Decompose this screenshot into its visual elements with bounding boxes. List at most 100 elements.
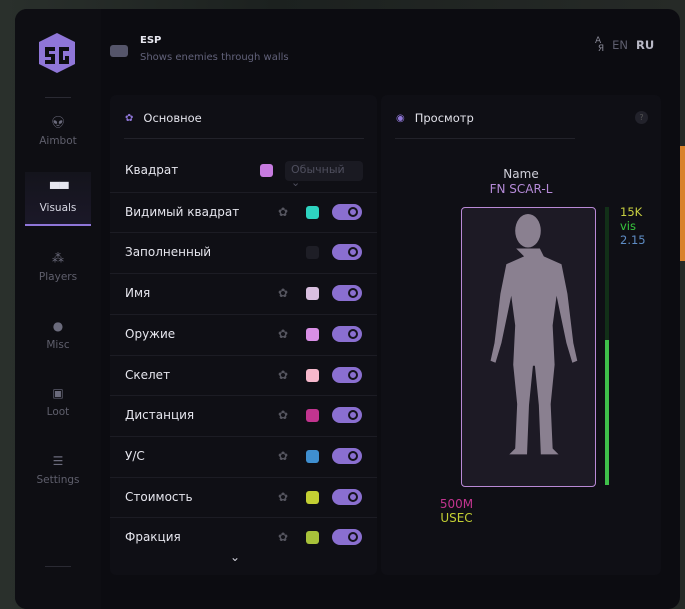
sidebar-item-label: Players xyxy=(38,271,78,283)
preview-name: Name xyxy=(503,167,539,181)
logo xyxy=(39,33,75,73)
divider xyxy=(124,138,364,139)
setting-label: Оружие xyxy=(125,326,176,341)
setting-row: Оружие ✿ xyxy=(110,313,377,354)
sidebar-item-label: Visuals xyxy=(39,202,77,214)
setting-label: Скелет xyxy=(125,367,171,382)
preview-visible: vis xyxy=(620,219,636,233)
setting-label: Квадрат xyxy=(125,163,179,177)
sidebar-item-label: Loot xyxy=(46,406,70,418)
divider xyxy=(45,97,71,98)
toolbox-icon: ▣ xyxy=(52,386,64,400)
background-element xyxy=(679,146,685,261)
color-swatch[interactable] xyxy=(260,164,273,177)
color-swatch[interactable] xyxy=(306,327,319,341)
gear-icon[interactable]: ✿ xyxy=(278,204,289,219)
gear-icon[interactable]: ✿ xyxy=(278,489,289,504)
lang-en-button[interactable]: EN xyxy=(612,38,628,52)
toggle-switch[interactable] xyxy=(332,285,362,302)
toggle-switch[interactable] xyxy=(332,529,362,546)
sidebar-item-label: Misc xyxy=(46,339,70,351)
toggle-switch[interactable] xyxy=(332,325,362,342)
color-swatch[interactable] xyxy=(306,449,319,463)
dots-icon: ● xyxy=(52,319,64,333)
feature-title: ESP xyxy=(140,35,162,46)
divider xyxy=(395,138,575,139)
toggle-switch[interactable] xyxy=(332,244,362,261)
setting-row: Дистанция ✿ xyxy=(110,395,377,435)
language-switcher: A Я EN RU xyxy=(595,36,655,54)
setting-label: Стоимость xyxy=(125,489,193,504)
preview-box xyxy=(461,207,596,487)
sidebar-item-misc[interactable]: ● Misc xyxy=(25,308,91,362)
color-swatch[interactable] xyxy=(306,531,319,545)
preview-value: 15K xyxy=(620,205,643,219)
toggle-switch[interactable] xyxy=(332,488,362,505)
panel-title: Основное xyxy=(143,111,202,125)
gear-icon[interactable]: ✿ xyxy=(278,286,289,301)
health-bar xyxy=(605,207,609,485)
preview-faction: USEC xyxy=(440,511,473,525)
color-swatch[interactable] xyxy=(306,205,319,219)
feature-subtitle: Shows enemies through walls xyxy=(140,52,289,63)
setting-row: У/С ✿ xyxy=(110,435,377,476)
body-model xyxy=(490,214,578,455)
vr-headset-icon: ▀▀ xyxy=(50,182,69,196)
help-button[interactable]: ? xyxy=(635,111,648,124)
color-swatch[interactable] xyxy=(306,409,319,423)
toggle-switch[interactable] xyxy=(332,407,362,424)
color-swatch[interactable] xyxy=(306,368,319,382)
setting-row: Фракция ✿ xyxy=(110,517,377,557)
preview-kd: 2.15 xyxy=(620,233,646,247)
setting-row: Квадрат Обычный ⌄ xyxy=(110,151,377,191)
divider xyxy=(45,566,71,567)
gear-icon[interactable]: ✿ xyxy=(278,530,289,545)
users-icon: ⁂ xyxy=(52,251,64,265)
gear-icon[interactable]: ✿ xyxy=(278,326,289,341)
sidebar-item-visuals[interactable]: ▀▀ Visuals xyxy=(25,172,91,226)
sidebar-item-players[interactable]: ⁂ Players xyxy=(25,240,91,294)
gear-icon[interactable]: ✿ xyxy=(278,448,289,463)
eye-icon: ◉ xyxy=(396,112,405,124)
preview-distance: 500M xyxy=(439,497,474,511)
setting-label: У/С xyxy=(125,448,145,463)
setting-row: Скелет ✿ xyxy=(110,354,377,395)
setting-label: Дистанция xyxy=(125,408,195,423)
setting-label: Фракция xyxy=(125,530,181,545)
setting-row: Имя ✿ xyxy=(110,273,377,313)
toggle-switch[interactable] xyxy=(332,447,362,464)
vr-headset-icon xyxy=(110,45,128,57)
setting-label: Видимый квадрат xyxy=(125,204,240,219)
lang-ru-button[interactable]: RU xyxy=(636,38,655,52)
gear-icon[interactable]: ✿ xyxy=(278,367,289,382)
preview-weapon: FN SCAR-L xyxy=(489,182,553,196)
translate-icon: A Я xyxy=(595,36,605,54)
gear-icon[interactable]: ✿ xyxy=(278,408,289,423)
sidebar-item-loot[interactable]: ▣ Loot xyxy=(25,375,91,429)
sidebar: 👽︎ Aimbot ▀▀ Visuals ⁂ Players ● Misc ▣ Loot ☰ Sett… xyxy=(15,9,101,609)
sidebar-item-settings[interactable]: ☰ Settings xyxy=(25,443,91,497)
app-window: 👽︎ Aimbot ▀▀ Visuals ⁂ Players ● Misc ▣ Loot ☰ Sett… xyxy=(15,9,680,609)
gear-icon: ✿ xyxy=(125,112,134,124)
setting-label: Имя xyxy=(125,286,151,301)
color-swatch[interactable] xyxy=(306,490,319,504)
health-bar-fill xyxy=(605,340,609,485)
sidebar-item-label: Settings xyxy=(36,474,80,486)
list-icon: ☰ xyxy=(52,454,64,468)
color-swatch[interactable] xyxy=(306,246,319,260)
settings-panel: ✿ Основное Квадрат Обычный ⌄ Видимый квадра… xyxy=(110,95,377,575)
chevron-down-icon[interactable]: ⌄ xyxy=(230,550,241,564)
alien-icon: 👽︎ xyxy=(50,115,66,129)
color-swatch[interactable] xyxy=(306,287,319,301)
panel-title: Просмотр xyxy=(414,111,474,125)
preview-panel: ◉ Просмотр ? Name FN SCAR-L 15K vis 2.15 … xyxy=(381,95,661,575)
setting-row: Заполненный xyxy=(110,232,377,272)
setting-label: Заполненный xyxy=(125,245,212,260)
sidebar-item-label: Aimbot xyxy=(39,135,77,147)
setting-row: Стоимость ✿ xyxy=(110,476,377,517)
sidebar-item-aimbot[interactable]: 👽︎ Aimbot xyxy=(25,104,91,158)
toggle-switch[interactable] xyxy=(332,203,362,220)
setting-row: Видимый квадрат ✿ xyxy=(110,191,377,232)
toggle-switch[interactable] xyxy=(332,366,362,383)
box-style-select[interactable]: Обычный ⌄ xyxy=(285,161,363,189)
